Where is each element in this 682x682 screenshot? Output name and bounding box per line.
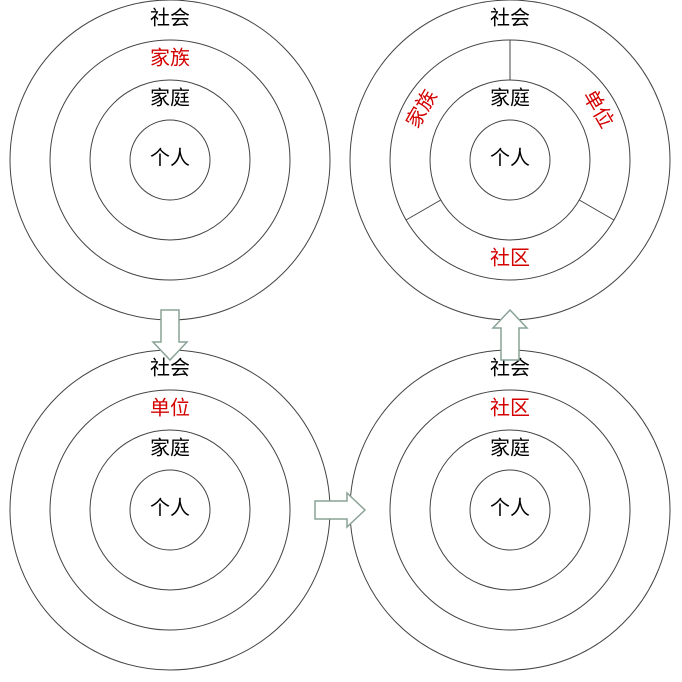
label-center: 个人 — [490, 497, 530, 520]
label-ring2: 家庭 — [150, 437, 190, 460]
arrow-down — [153, 310, 187, 360]
label-ring3: 家族 — [150, 47, 190, 70]
label-center: 个人 — [490, 147, 530, 170]
sector-divider-2 — [406, 200, 441, 220]
arrow-up — [493, 310, 527, 360]
label-outer: 社会 — [490, 7, 530, 30]
label-center: 个人 — [150, 147, 190, 170]
label-ring3: 单位 — [150, 397, 190, 420]
label-ring4: 社会 — [150, 7, 190, 30]
label-inner: 家庭 — [490, 87, 530, 110]
label-seg-bottom: 社区 — [490, 247, 530, 270]
label-ring2: 家庭 — [490, 437, 530, 460]
sector-divider-1 — [579, 200, 614, 220]
label-seg-right: 单位 — [578, 86, 618, 132]
label-center: 个人 — [150, 497, 190, 520]
label-ring2: 家庭 — [150, 87, 190, 110]
label-seg-left: 家族 — [402, 86, 442, 132]
arrow-right — [315, 493, 365, 527]
label-ring3: 社区 — [490, 397, 530, 420]
diagram-canvas: 个人家庭家族社会个人家庭单位社会个人家庭社区社会个人家庭社会家族单位社区 — [0, 0, 682, 682]
